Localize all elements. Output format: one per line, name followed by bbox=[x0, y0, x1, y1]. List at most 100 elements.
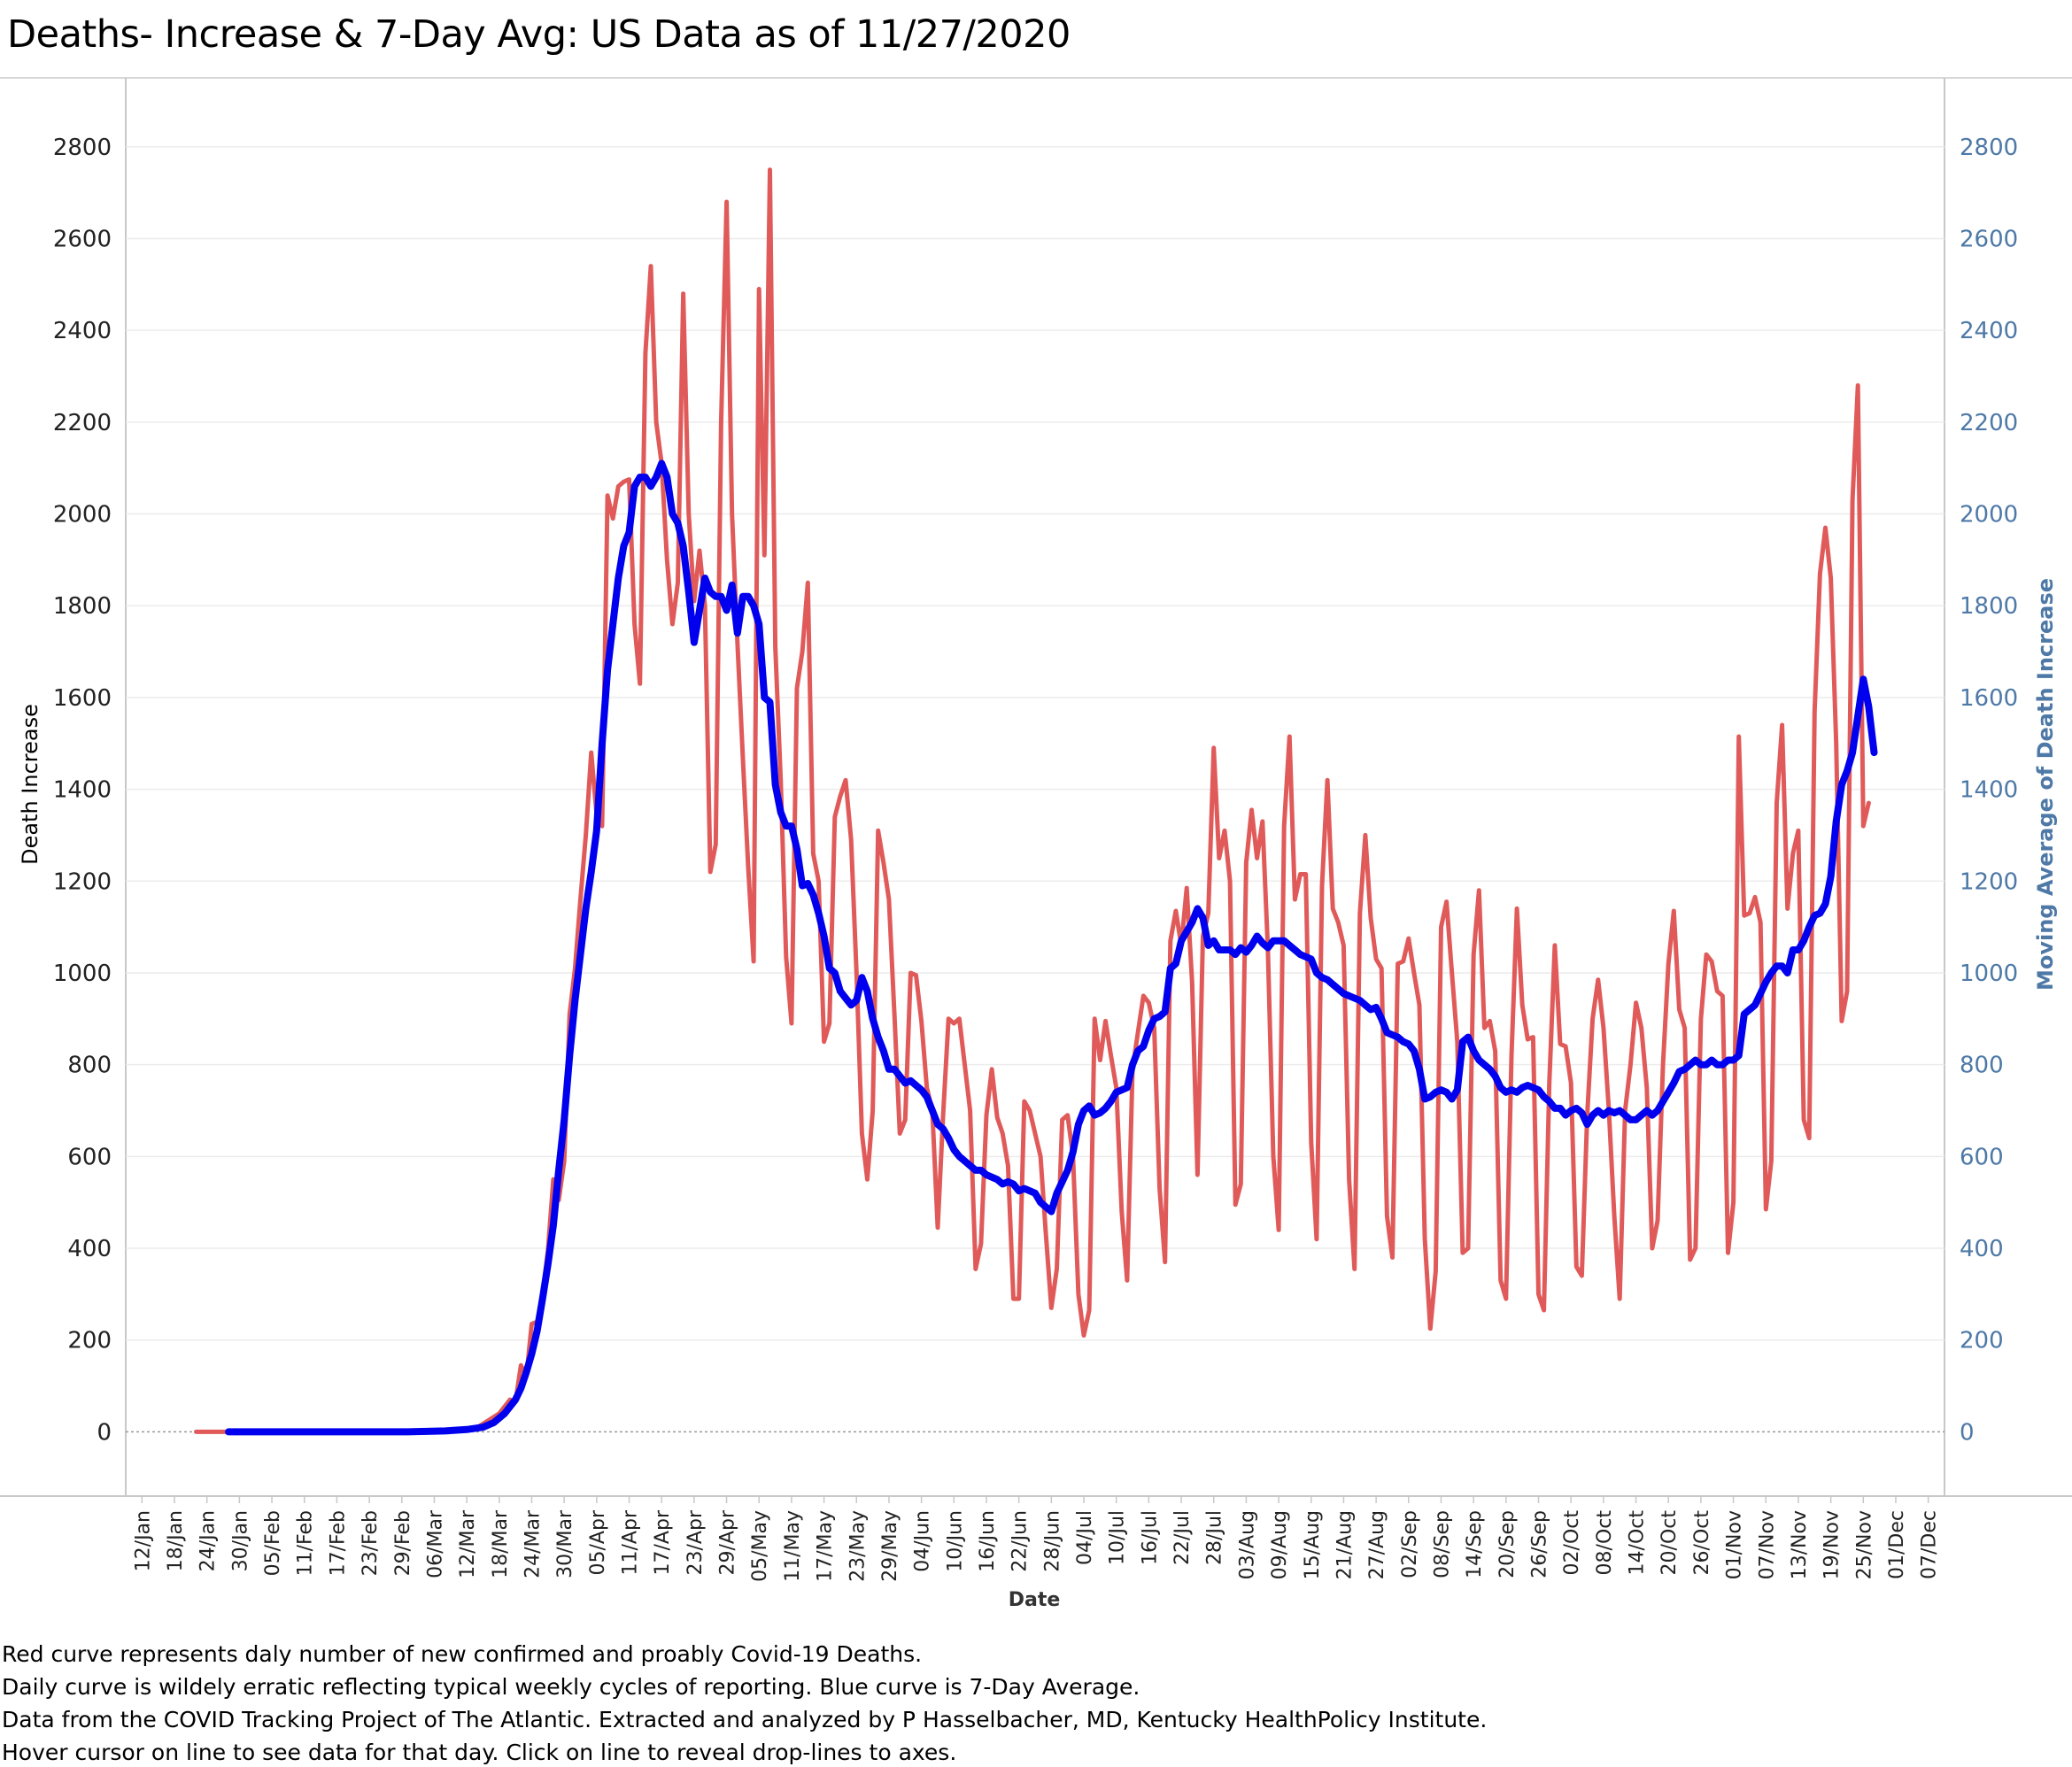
x-tick-label: 08/Sep bbox=[1431, 1510, 1453, 1578]
x-tick-label: 23/Apr bbox=[684, 1509, 707, 1575]
y2-tick-label: 1200 bbox=[1960, 868, 2018, 895]
seven-day-average-line[interactable] bbox=[225, 459, 1878, 1436]
series-layer[interactable] bbox=[194, 167, 1878, 1436]
x-tick-label: 04/Jun bbox=[912, 1510, 934, 1572]
x-tick-label: 03/Aug bbox=[1236, 1510, 1258, 1579]
x-tick-label: 29/May bbox=[879, 1510, 901, 1582]
y-tick-label: 2000 bbox=[53, 502, 112, 529]
y2-tick-label: 2200 bbox=[1960, 410, 2018, 436]
x-tick-label: 06/Mar bbox=[424, 1509, 446, 1578]
x-tick-label: 29/Apr bbox=[717, 1509, 739, 1575]
right-y-axis-label: Moving Average of Death Increase bbox=[2033, 578, 2058, 991]
y-tick-label: 1200 bbox=[53, 868, 112, 895]
y-tick-label: 2600 bbox=[53, 226, 112, 252]
x-tick-label: 11/Apr bbox=[620, 1509, 642, 1575]
caption-line-1: Red curve represents daly number of new … bbox=[2, 1641, 923, 1667]
x-tick-label: 17/May bbox=[815, 1510, 837, 1582]
x-tick-label: 20/Sep bbox=[1496, 1510, 1519, 1578]
x-tick-label: 05/Apr bbox=[587, 1509, 609, 1575]
x-tick-label: 24/Mar bbox=[522, 1509, 544, 1578]
x-tick-label: 04/Jul bbox=[1074, 1510, 1096, 1565]
x-tick-label: 07/Nov bbox=[1756, 1510, 1778, 1579]
y-tick-label: 800 bbox=[67, 1053, 112, 1079]
x-tick-label: 07/Dec bbox=[1919, 1510, 1941, 1579]
y2-tick-label: 800 bbox=[1960, 1053, 2004, 1079]
x-tick-label: 17/Apr bbox=[652, 1509, 674, 1575]
x-tick-label: 28/Jun bbox=[1041, 1510, 1063, 1572]
left-y-axis: 0 200 400 600 800 1000 1200 1400 1600 1800 2000 220… bbox=[53, 135, 112, 1447]
x-tick-label: 01/Nov bbox=[1724, 1510, 1746, 1579]
x-tick-label: 08/Oct bbox=[1594, 1510, 1616, 1576]
x-tick-label: 16/Jun bbox=[977, 1510, 999, 1572]
x-tick-label: 24/Jan bbox=[197, 1510, 220, 1571]
x-tick-label: 02/Oct bbox=[1561, 1510, 1583, 1576]
x-tick-label: 14/Oct bbox=[1627, 1510, 1649, 1576]
x-tick-label: 14/Sep bbox=[1464, 1510, 1486, 1578]
x-tick-label: 18/Jan bbox=[165, 1510, 187, 1571]
x-tick-label: 26/Sep bbox=[1529, 1510, 1551, 1578]
x-tick-label: 12/Mar bbox=[457, 1509, 479, 1578]
y-tick-label: 200 bbox=[67, 1328, 112, 1354]
y2-tick-label: 1000 bbox=[1960, 961, 2018, 987]
right-y-axis: 0 200 400 600 800 1000 1200 1400 1600 1800 2000 220… bbox=[1960, 135, 2018, 1447]
x-tick-label: 15/Aug bbox=[1302, 1510, 1324, 1579]
y2-tick-label: 400 bbox=[1960, 1236, 2004, 1262]
y2-tick-label: 200 bbox=[1960, 1328, 2004, 1354]
x-tick-label: 18/Mar bbox=[490, 1509, 512, 1578]
y-tick-label: 1400 bbox=[53, 777, 112, 804]
x-tick-label: 11/May bbox=[782, 1510, 804, 1582]
y-tick-label: 1800 bbox=[53, 593, 112, 620]
x-tick-label: 28/Jul bbox=[1204, 1510, 1226, 1565]
x-tick-label: 30/Mar bbox=[554, 1509, 576, 1578]
x-tick-label: 05/May bbox=[749, 1510, 771, 1582]
x-tick-label: 17/Feb bbox=[327, 1510, 349, 1576]
x-tick-label: 26/Oct bbox=[1691, 1510, 1713, 1576]
y-tick-label: 1000 bbox=[53, 961, 112, 987]
x-tick-label: 13/Nov bbox=[1789, 1510, 1811, 1579]
x-tick-label: 05/Feb bbox=[262, 1510, 284, 1576]
y-tick-label: 2200 bbox=[53, 410, 112, 436]
x-tick-label: 11/Feb bbox=[295, 1510, 317, 1576]
x-tick-label: 09/Aug bbox=[1269, 1510, 1291, 1579]
x-tick-label: 30/Jan bbox=[229, 1510, 251, 1571]
x-tick-label: 29/Feb bbox=[392, 1510, 414, 1576]
x-tick-label: 23/Feb bbox=[360, 1510, 382, 1576]
y2-tick-label: 2400 bbox=[1960, 318, 2018, 344]
caption-line-2: Daily curve is wildely erratic reflectin… bbox=[2, 1674, 1140, 1700]
x-tick-label: 25/Nov bbox=[1853, 1510, 1875, 1579]
y-tick-label: 400 bbox=[67, 1236, 112, 1262]
y2-tick-label: 1800 bbox=[1960, 593, 2018, 620]
y2-tick-label: 600 bbox=[1960, 1144, 2004, 1170]
y-axis-label: Death Increase bbox=[18, 704, 43, 865]
x-axis: 12/Jan 18/Jan 24/Jan 30/Jan 05/Feb 11/Feb 17/F… bbox=[132, 1496, 1941, 1582]
x-tick-label: 12/Jan bbox=[132, 1510, 154, 1571]
x-tick-label: 23/May bbox=[847, 1510, 869, 1582]
y-tick-label: 0 bbox=[97, 1419, 112, 1446]
y2-tick-label: 1400 bbox=[1960, 777, 2018, 804]
y-tick-label: 2400 bbox=[53, 318, 112, 344]
y2-tick-label: 2000 bbox=[1960, 502, 2018, 529]
x-tick-label: 27/Aug bbox=[1366, 1510, 1388, 1579]
x-tick-label: 21/Aug bbox=[1334, 1510, 1356, 1579]
gridlines bbox=[126, 146, 1944, 1433]
y-tick-label: 1600 bbox=[53, 685, 112, 712]
x-axis-label: Date bbox=[1009, 1589, 1061, 1611]
dual-axis-line-chart[interactable]: 0200400600800100012001400160018002000220… bbox=[0, 0, 2072, 1638]
x-tick-label: 16/Jul bbox=[1139, 1510, 1161, 1565]
x-tick-label: 10/Jul bbox=[1107, 1510, 1129, 1565]
y2-tick-label: 1600 bbox=[1960, 685, 2018, 712]
daily-deaths-line[interactable] bbox=[194, 167, 1871, 1434]
y2-tick-label: 2800 bbox=[1960, 135, 2018, 161]
y2-tick-label: 0 bbox=[1960, 1419, 1975, 1446]
x-tick-label: 01/Dec bbox=[1886, 1510, 1908, 1579]
x-tick-label: 22/Jun bbox=[1009, 1510, 1032, 1572]
x-tick-label: 22/Jul bbox=[1171, 1510, 1194, 1565]
x-tick-label: 10/Jun bbox=[944, 1510, 966, 1572]
caption-line-4: Hover cursor on line to see data for tha… bbox=[2, 1740, 957, 1765]
x-tick-label: 02/Sep bbox=[1399, 1510, 1421, 1578]
caption-line-3: Data from the COVID Tracking Project of … bbox=[2, 1707, 1488, 1732]
chart-title: Deaths- Increase & 7-Day Avg: US Data as… bbox=[7, 12, 1071, 57]
chart-frame bbox=[0, 77, 2072, 1497]
x-tick-label: 19/Nov bbox=[1821, 1510, 1844, 1579]
y-tick-label: 600 bbox=[67, 1144, 112, 1170]
